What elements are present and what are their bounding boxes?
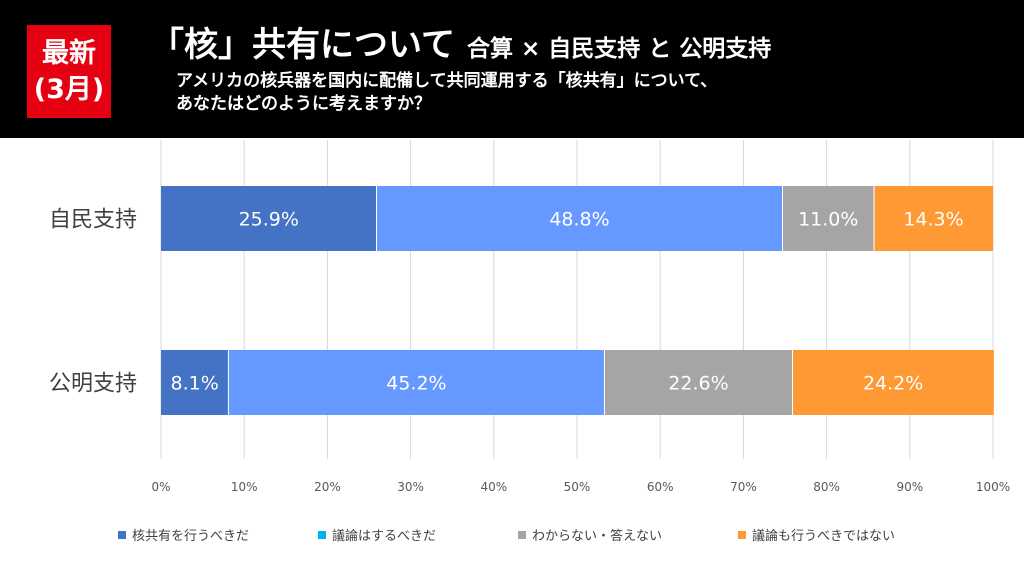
data-label: 11.0% xyxy=(798,209,858,231)
legend-label: 議論はするべきだ xyxy=(332,529,437,544)
bar-segment xyxy=(792,350,994,415)
badge-line-2: (3月) xyxy=(33,73,105,105)
x-tick-label: 80% xyxy=(813,480,840,494)
x-axis-ticks: 0% 10% 20% 30% 40% 50% 60% 70% 80% 90% 100% xyxy=(151,480,1010,494)
legend-label: わからない・答えない xyxy=(532,529,663,544)
bar-segment xyxy=(874,186,993,251)
page-subtitle: 合算 × 自民支持 と 公明支持 xyxy=(466,36,772,62)
x-tick-label: 0% xyxy=(151,480,170,494)
question-line-2: あなたはどのように考えますか？ xyxy=(176,94,431,114)
x-tick-label: 90% xyxy=(896,480,923,494)
bar-segment xyxy=(161,186,377,251)
x-tick-label: 30% xyxy=(397,480,424,494)
stacked-bar-chart: 25.9% 48.8% 11.0% 14.3%8.1% 45.2% 22.6% 24.2% … xyxy=(49,140,1010,494)
legend-label: 核共有を行うべきだ xyxy=(132,529,250,544)
bar-segment xyxy=(376,186,783,251)
badge-line-1: 最新 xyxy=(42,37,96,69)
bar-segment xyxy=(782,186,875,251)
bar-segment xyxy=(161,350,229,415)
x-tick-label: 20% xyxy=(314,480,341,494)
latest-badge: 最新 (3月) xyxy=(27,25,111,118)
category-label: 自民支持 xyxy=(49,208,137,233)
data-label: 24.2% xyxy=(863,373,923,395)
bar-segment xyxy=(228,350,605,415)
legend-swatch xyxy=(738,530,746,539)
bars: 25.9% 48.8% 11.0% 14.3% 8.1% 45.2% 22.6% 24.2% xyxy=(161,186,994,415)
legend-item: わからない・答えない xyxy=(518,525,662,544)
x-tick-label: 40% xyxy=(480,480,507,494)
survey-question: アメリカの核兵器を国内に配備して共同運用する「核共有」について、 あなたはどのよ… xyxy=(176,70,717,116)
bar-segment xyxy=(604,350,793,415)
question-line-1: アメリカの核兵器を国内に配備して共同運用する「核共有」について、 xyxy=(176,71,718,91)
x-tick-label: 10% xyxy=(231,480,258,494)
x-tick-label: 100% xyxy=(976,480,1010,494)
header-banner: 最新 (3月) 「核」共有について 合算 × 自民支持 と 公明支持 アメリカの… xyxy=(0,0,1024,138)
data-label: 14.3% xyxy=(903,209,963,231)
data-label: 48.8% xyxy=(549,209,609,231)
legend-swatch xyxy=(518,530,526,539)
x-tick-label: 60% xyxy=(647,480,674,494)
legend-swatch xyxy=(318,530,326,539)
data-label: 8.1% xyxy=(171,373,219,395)
x-tick-label: 50% xyxy=(564,480,591,494)
legend-item: 議論も行うべきではない xyxy=(738,525,895,544)
legend-item: 議論はするべきだ xyxy=(318,525,436,544)
page-title: 「核」共有について xyxy=(150,25,455,65)
data-label: 45.2% xyxy=(386,373,446,395)
legend: 核共有を行うべきだ 議論はするべきだ わからない・答えない 議論も行うべきではない xyxy=(118,525,948,545)
x-tick-label: 70% xyxy=(730,480,757,494)
category-label: 公明支持 xyxy=(49,372,137,397)
legend-swatch xyxy=(118,530,126,539)
data-label: 25.9% xyxy=(239,209,299,231)
legend-label: 議論も行うべきではない xyxy=(752,529,896,544)
legend-item: 核共有を行うべきだ xyxy=(118,525,249,544)
title-row: 「核」共有について 合算 × 自民支持 と 公明支持 xyxy=(150,17,771,69)
data-label: 22.6% xyxy=(668,373,728,395)
